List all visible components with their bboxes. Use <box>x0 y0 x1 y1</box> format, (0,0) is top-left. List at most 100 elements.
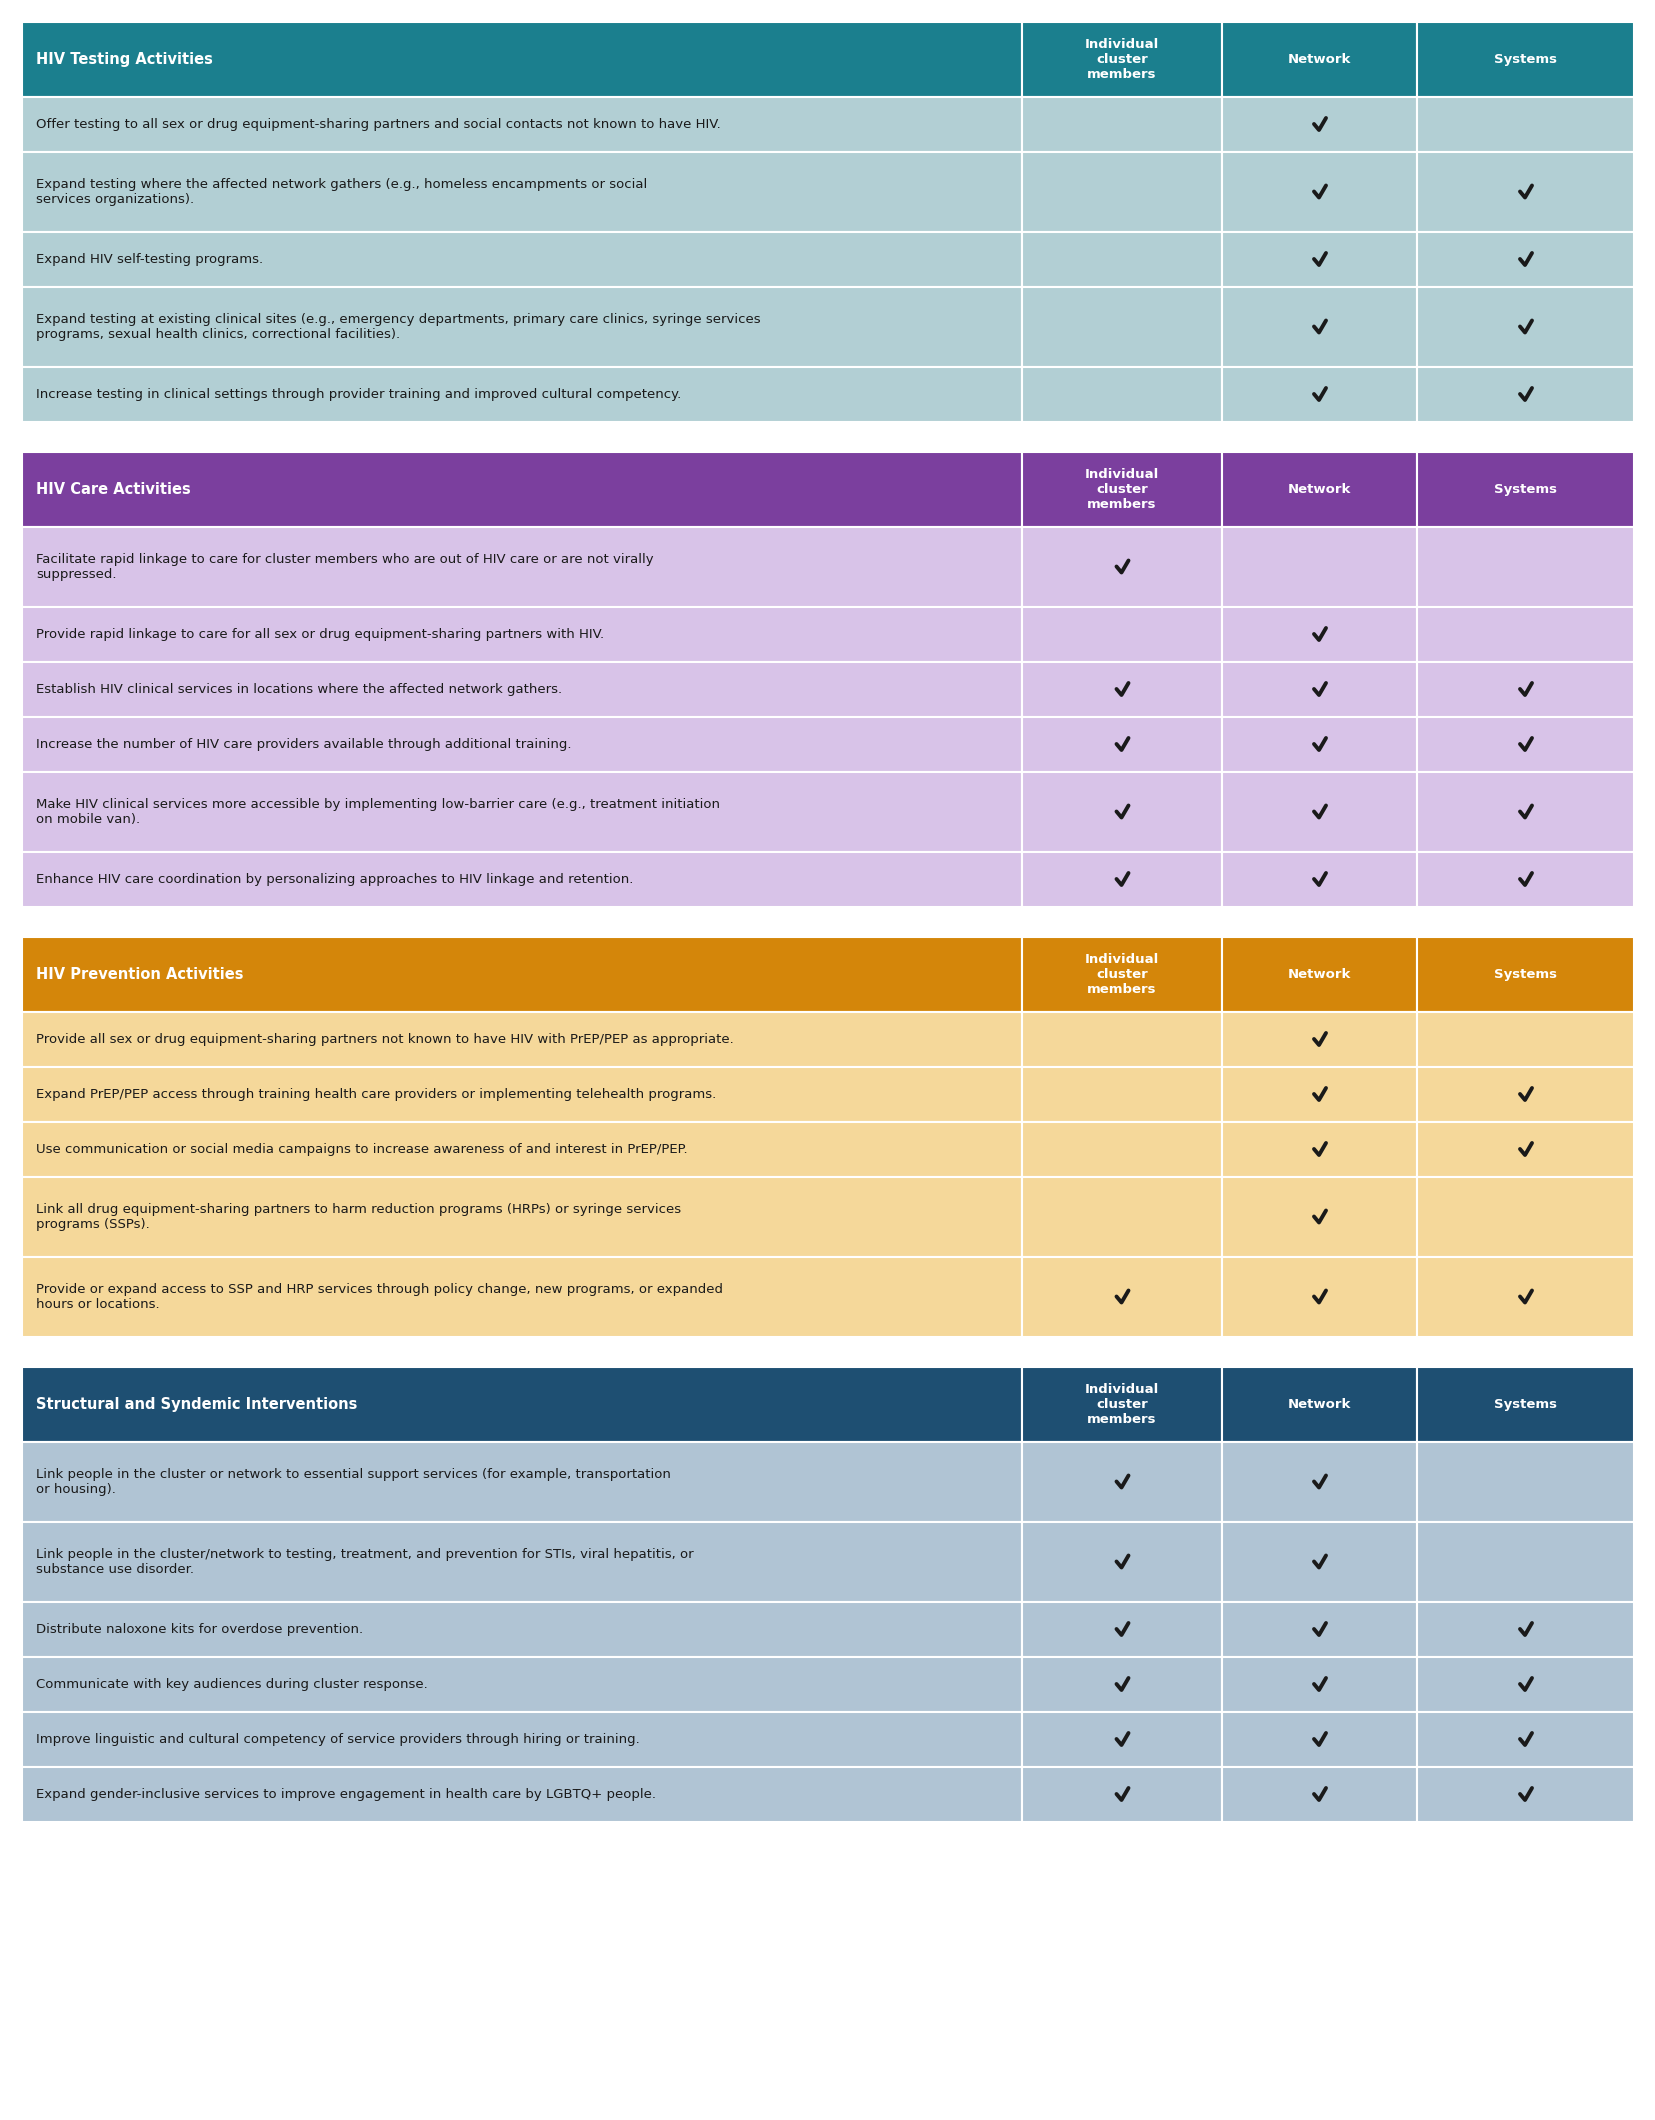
Bar <box>1417 1177 1633 1257</box>
Bar <box>1021 1121 1221 1177</box>
Bar <box>22 231 1021 286</box>
Text: Network: Network <box>1288 53 1350 66</box>
Bar <box>22 1011 1021 1066</box>
Bar <box>22 1121 1021 1177</box>
Bar <box>1417 1713 1633 1766</box>
Text: HIV Testing Activities: HIV Testing Activities <box>36 53 213 68</box>
Text: Systems: Systems <box>1493 53 1556 66</box>
Bar <box>1221 1257 1417 1338</box>
Text: Systems: Systems <box>1493 1397 1556 1412</box>
Bar <box>1417 1257 1633 1338</box>
Bar <box>22 1522 1021 1603</box>
Bar <box>22 1177 1021 1257</box>
Bar <box>1221 153 1417 231</box>
Bar <box>1021 1713 1221 1766</box>
Bar <box>1221 1603 1417 1658</box>
Bar <box>1221 1442 1417 1522</box>
Bar <box>1417 852 1633 907</box>
Bar <box>1021 98 1221 153</box>
Text: Increase the number of HIV care providers available through additional training.: Increase the number of HIV care provider… <box>36 738 571 750</box>
Bar <box>1021 772 1221 852</box>
Text: Expand testing where the affected network gathers (e.g., homeless encampments or: Expand testing where the affected networ… <box>36 178 647 206</box>
Bar <box>1417 772 1633 852</box>
Bar <box>1417 452 1633 528</box>
Bar <box>22 1066 1021 1121</box>
Bar <box>22 1257 1021 1338</box>
Bar <box>1021 661 1221 717</box>
Text: Make HIV clinical services more accessible by implementing low-barrier care (e.g: Make HIV clinical services more accessib… <box>36 797 720 827</box>
Text: Network: Network <box>1288 483 1350 496</box>
Bar <box>1221 1367 1417 1442</box>
Bar <box>22 1367 1021 1442</box>
Bar <box>1417 1603 1633 1658</box>
Bar <box>1221 772 1417 852</box>
Bar <box>22 852 1021 907</box>
Text: Network: Network <box>1288 969 1350 982</box>
Bar <box>1021 1522 1221 1603</box>
Bar <box>22 1603 1021 1658</box>
Text: Expand HIV self-testing programs.: Expand HIV self-testing programs. <box>36 252 263 265</box>
Text: Establish HIV clinical services in locations where the affected network gathers.: Establish HIV clinical services in locat… <box>36 683 561 695</box>
Bar <box>1021 528 1221 606</box>
Bar <box>1221 661 1417 717</box>
Bar <box>1221 937 1417 1011</box>
Bar <box>1221 1766 1417 1821</box>
Bar <box>1221 528 1417 606</box>
Bar <box>22 528 1021 606</box>
Bar <box>22 1658 1021 1713</box>
Text: Facilitate rapid linkage to care for cluster members who are out of HIV care or : Facilitate rapid linkage to care for clu… <box>36 553 654 581</box>
Text: Individual
cluster
members: Individual cluster members <box>1084 1382 1158 1427</box>
Bar <box>1221 1177 1417 1257</box>
Bar <box>1021 367 1221 422</box>
Bar <box>1021 1066 1221 1121</box>
Bar <box>1221 98 1417 153</box>
Bar <box>1221 852 1417 907</box>
Bar <box>1021 717 1221 772</box>
Bar <box>1021 1011 1221 1066</box>
Text: Offer testing to all sex or drug equipment-sharing partners and social contacts : Offer testing to all sex or drug equipme… <box>36 119 720 131</box>
Bar <box>1417 1367 1633 1442</box>
Bar <box>1417 1121 1633 1177</box>
Bar <box>22 937 1021 1011</box>
Text: Network: Network <box>1288 1397 1350 1412</box>
Bar <box>1221 1713 1417 1766</box>
Bar <box>1417 528 1633 606</box>
Bar <box>1417 1522 1633 1603</box>
Bar <box>1021 937 1221 1011</box>
Bar <box>1021 1442 1221 1522</box>
Bar <box>22 772 1021 852</box>
Bar <box>1417 286 1633 367</box>
Bar <box>1021 452 1221 528</box>
Bar <box>22 661 1021 717</box>
Bar <box>1021 1367 1221 1442</box>
Text: Provide rapid linkage to care for all sex or drug equipment-sharing partners wit: Provide rapid linkage to care for all se… <box>36 628 604 640</box>
Bar <box>1417 1658 1633 1713</box>
Bar <box>1417 21 1633 98</box>
Bar <box>22 1442 1021 1522</box>
Text: Provide or expand access to SSP and HRP services through policy change, new prog: Provide or expand access to SSP and HRP … <box>36 1283 723 1310</box>
Text: Individual
cluster
members: Individual cluster members <box>1084 469 1158 511</box>
Bar <box>22 98 1021 153</box>
Bar <box>1221 286 1417 367</box>
Bar <box>1221 606 1417 661</box>
Text: Link people in the cluster/network to testing, treatment, and prevention for STI: Link people in the cluster/network to te… <box>36 1548 693 1575</box>
Bar <box>1417 153 1633 231</box>
Bar <box>1417 231 1633 286</box>
Bar <box>22 452 1021 528</box>
Bar <box>1417 1011 1633 1066</box>
Text: Individual
cluster
members: Individual cluster members <box>1084 954 1158 996</box>
Bar <box>1417 1766 1633 1821</box>
Text: Use communication or social media campaigns to increase awareness of and interes: Use communication or social media campai… <box>36 1143 687 1155</box>
Bar <box>1021 1257 1221 1338</box>
Bar <box>1021 852 1221 907</box>
Bar <box>1021 21 1221 98</box>
Bar <box>1021 1766 1221 1821</box>
Text: Individual
cluster
members: Individual cluster members <box>1084 38 1158 81</box>
Text: Systems: Systems <box>1493 483 1556 496</box>
Bar <box>1021 153 1221 231</box>
Text: Communicate with key audiences during cluster response.: Communicate with key audiences during cl… <box>36 1679 427 1692</box>
Bar <box>1221 717 1417 772</box>
Bar <box>1417 1066 1633 1121</box>
Text: Link all drug equipment-sharing partners to harm reduction programs (HRPs) or sy: Link all drug equipment-sharing partners… <box>36 1202 680 1232</box>
Text: Expand testing at existing clinical sites (e.g., emergency departments, primary : Expand testing at existing clinical site… <box>36 314 760 341</box>
